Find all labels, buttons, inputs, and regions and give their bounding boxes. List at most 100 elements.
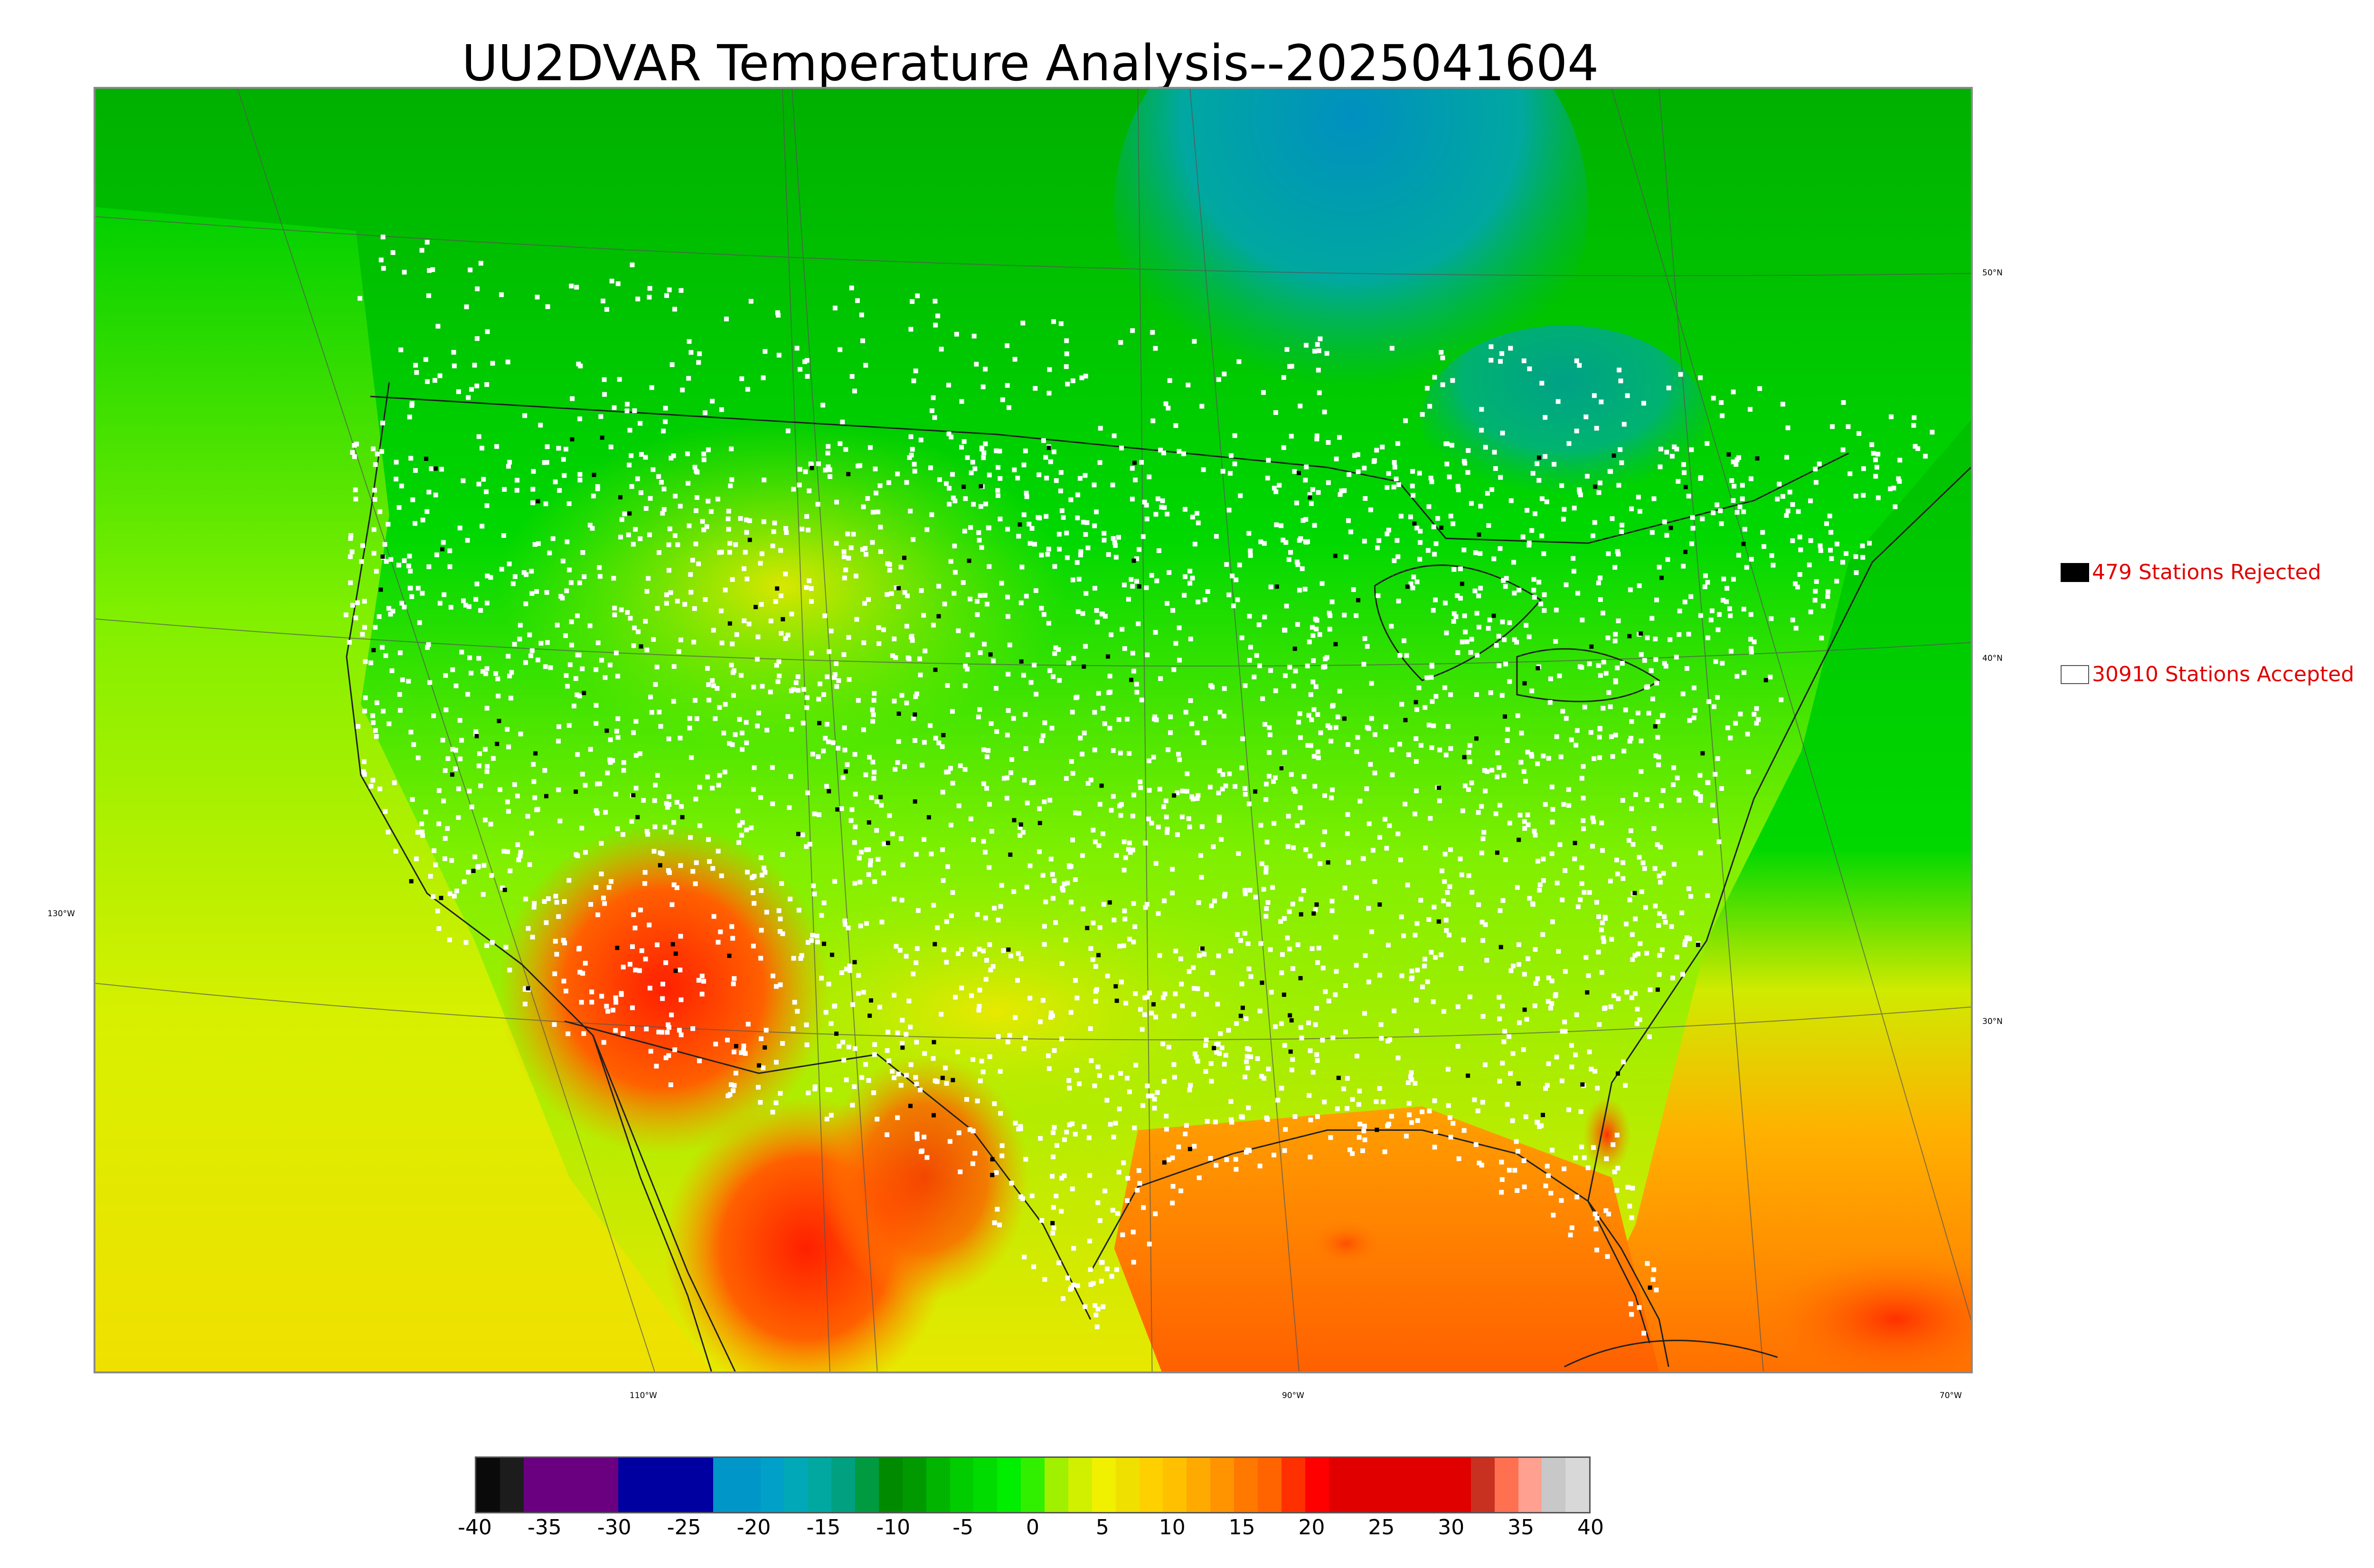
station-accepted-marker <box>1625 1184 1630 1190</box>
station-accepted-marker <box>1818 548 1823 553</box>
colorbar-tick-label: 20 <box>1298 1515 1325 1540</box>
station-accepted-marker <box>666 1025 671 1030</box>
colorbar-segment <box>1494 1458 1518 1512</box>
station-accepted-marker <box>878 525 883 530</box>
station-accepted-marker <box>1268 947 1273 952</box>
station-accepted-marker <box>1614 1133 1620 1138</box>
station-accepted-marker <box>885 1048 890 1053</box>
station-accepted-marker <box>1096 843 1102 848</box>
station-accepted-marker <box>499 567 504 572</box>
station-accepted-marker <box>562 473 567 478</box>
station-rejected-marker <box>1132 460 1137 465</box>
station-accepted-marker <box>473 597 479 602</box>
station-accepted-marker <box>577 478 583 483</box>
station-accepted-marker <box>841 1058 847 1063</box>
station-accepted-marker <box>1501 1039 1507 1044</box>
station-accepted-marker <box>1476 625 1481 630</box>
station-accepted-marker <box>972 466 978 471</box>
station-rejected-marker <box>933 942 937 947</box>
station-accepted-marker <box>908 327 914 332</box>
station-accepted-marker <box>552 971 557 976</box>
station-accepted-marker <box>476 481 481 487</box>
station-rejected-marker <box>1260 980 1264 985</box>
station-accepted-marker <box>1912 444 1918 449</box>
station-accepted-marker <box>408 730 414 735</box>
station-accepted-marker <box>809 938 814 943</box>
station-accepted-marker <box>550 536 556 541</box>
station-accepted-marker <box>1431 723 1436 729</box>
station-accepted-marker <box>909 452 914 458</box>
station-accepted-marker <box>981 747 987 752</box>
station-accepted-marker <box>1669 454 1675 459</box>
station-accepted-marker <box>1620 798 1625 803</box>
station-accepted-marker <box>1447 932 1452 938</box>
station-accepted-marker <box>853 573 858 579</box>
station-accepted-marker <box>373 625 378 630</box>
station-accepted-marker <box>1479 804 1484 809</box>
station-accepted-marker <box>678 997 684 1003</box>
station-accepted-marker <box>996 465 1001 470</box>
station-accepted-marker <box>1635 711 1640 715</box>
station-accepted-marker <box>1354 1053 1359 1059</box>
station-accepted-marker <box>638 907 643 912</box>
station-accepted-marker <box>1070 837 1075 843</box>
station-accepted-marker <box>1475 653 1480 658</box>
station-accepted-marker <box>1687 718 1692 723</box>
station-accepted-marker <box>1475 1108 1480 1114</box>
station-accepted-marker <box>1178 956 1183 961</box>
station-accepted-marker <box>758 1100 763 1105</box>
station-accepted-marker <box>1478 586 1483 591</box>
station-accepted-marker <box>963 664 968 669</box>
station-accepted-marker <box>814 933 820 939</box>
station-accepted-marker <box>1742 670 1747 675</box>
station-accepted-marker <box>979 1059 984 1064</box>
station-accepted-marker <box>1503 857 1508 863</box>
station-accepted-marker <box>1234 1167 1239 1172</box>
station-accepted-marker <box>914 852 919 857</box>
station-accepted-marker <box>969 470 974 476</box>
station-accepted-marker <box>774 984 779 989</box>
station-accepted-marker <box>1326 440 1331 445</box>
station-accepted-marker <box>821 748 826 753</box>
station-accepted-marker <box>361 759 367 764</box>
station-accepted-marker <box>915 293 920 299</box>
station-accepted-marker <box>914 960 919 966</box>
station-accepted-marker <box>476 656 481 661</box>
station-accepted-marker <box>804 358 810 363</box>
station-rejected-marker <box>570 437 575 441</box>
station-accepted-marker <box>490 940 495 945</box>
station-accepted-marker <box>1390 772 1395 778</box>
station-accepted-marker <box>1633 916 1638 921</box>
station-accepted-marker <box>1397 742 1403 747</box>
station-accepted-marker <box>489 873 494 878</box>
station-accepted-marker <box>1192 1144 1197 1149</box>
station-accepted-marker <box>433 492 438 498</box>
station-accepted-marker <box>1166 405 1171 411</box>
station-accepted-marker <box>1045 552 1050 557</box>
station-accepted-marker <box>711 628 716 633</box>
station-accepted-marker <box>608 662 612 667</box>
station-accepted-marker <box>671 664 677 669</box>
station-accepted-marker <box>981 948 986 954</box>
station-accepted-marker <box>380 235 386 240</box>
station-accepted-marker <box>1268 668 1273 673</box>
station-accepted-marker <box>1420 1109 1425 1115</box>
station-accepted-marker <box>1001 776 1007 781</box>
station-accepted-marker <box>672 307 678 312</box>
station-accepted-marker <box>914 1040 919 1045</box>
station-accepted-marker <box>1153 1211 1158 1216</box>
station-accepted-marker <box>1399 914 1404 920</box>
station-accepted-marker <box>542 899 547 904</box>
station-accepted-marker <box>529 648 535 653</box>
colorbar-segment <box>594 1458 619 1512</box>
station-accepted-marker <box>1566 441 1572 446</box>
station-accepted-marker <box>1137 547 1142 552</box>
station-accepted-marker <box>996 1034 1001 1039</box>
station-accepted-marker <box>1408 581 1413 586</box>
station-accepted-marker <box>1641 1331 1647 1336</box>
station-accepted-marker <box>1629 736 1634 741</box>
political-boundaries <box>346 382 1971 1371</box>
station-accepted-marker <box>1121 867 1127 873</box>
station-accepted-marker <box>1617 367 1622 373</box>
station-accepted-marker <box>1869 442 1875 447</box>
